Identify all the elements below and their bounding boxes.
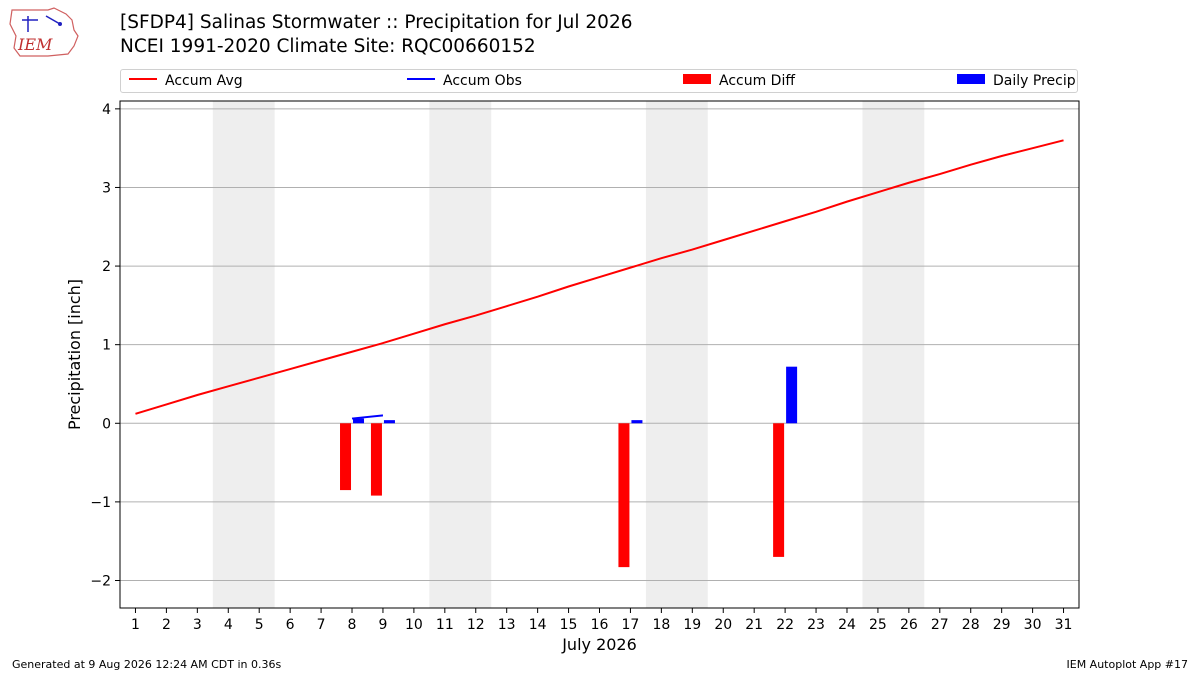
- svg-text:IEM: IEM: [17, 35, 53, 54]
- x-tick-label: 2: [162, 617, 171, 633]
- x-tick-label: 19: [683, 617, 701, 633]
- bar-daily-precip: [786, 366, 798, 424]
- bar-accum-diff: [340, 423, 352, 491]
- legend-label: Accum Diff: [719, 73, 796, 89]
- x-tick-label: 22: [776, 617, 794, 633]
- weekend-shade: [862, 101, 925, 608]
- legend-swatch: [683, 74, 711, 84]
- x-tick-label: 24: [838, 617, 856, 633]
- legend-swatch: [407, 78, 435, 80]
- chart-legend: Accum Avg Accum Obs Accum Diff Daily Precip: [120, 69, 1078, 93]
- x-tick-label: 4: [224, 617, 233, 633]
- bar-daily-precip: [353, 418, 365, 424]
- x-tick-label: 28: [962, 617, 980, 633]
- legend-item-accum-avg: Accum Avg: [129, 73, 243, 89]
- bar-daily-precip: [631, 420, 643, 424]
- x-tick-label: 27: [931, 617, 949, 633]
- x-tick-label: 7: [317, 617, 326, 633]
- legend-item-accum-diff: Accum Diff: [683, 73, 795, 89]
- y-tick-label: 0: [102, 416, 111, 432]
- chart-title: [SFDP4] Salinas Stormwater :: Precipitat…: [120, 12, 633, 33]
- legend-swatch: [129, 78, 157, 80]
- weekend-shade: [645, 101, 708, 608]
- x-tick-label: 14: [529, 617, 547, 633]
- x-tick-label: 13: [498, 617, 516, 633]
- line-accum-avg: [135, 139, 1064, 415]
- x-tick-label: 21: [745, 617, 763, 633]
- x-tick-label: 31: [1055, 617, 1073, 633]
- y-tick-label: 3: [102, 180, 111, 196]
- x-tick-label: 9: [378, 617, 387, 633]
- y-tick-label: 4: [102, 102, 111, 118]
- legend-label: Accum Obs: [443, 73, 522, 89]
- bar-accum-diff: [618, 423, 630, 568]
- legend-swatch: [957, 74, 985, 84]
- x-tick-label: 5: [255, 617, 264, 633]
- app-credit: IEM Autoplot App #17: [1066, 658, 1189, 671]
- legend-label: Daily Precip: [993, 73, 1076, 89]
- y-tick-label: 2: [102, 259, 111, 275]
- iem-logo: IEM: [9, 7, 79, 57]
- x-tick-label: 12: [467, 617, 485, 633]
- bar-accum-diff: [773, 423, 785, 557]
- x-tick-label: 29: [993, 617, 1011, 633]
- generated-timestamp: Generated at 9 Aug 2026 12:24 AM CDT in …: [12, 658, 282, 671]
- x-tick-label: 15: [560, 617, 578, 633]
- y-tick-label: −2: [90, 573, 111, 589]
- x-tick-label: 17: [622, 617, 640, 633]
- x-tick-label: 18: [652, 617, 670, 633]
- x-axis-label: July 2026: [561, 635, 637, 654]
- bar-daily-precip: [383, 420, 395, 424]
- chart-subtitle: NCEI 1991-2020 Climate Site: RQC00660152: [120, 36, 536, 57]
- x-tick-label: 23: [807, 617, 825, 633]
- legend-item-accum-obs: Accum Obs: [407, 73, 522, 89]
- y-tick-label: −1: [90, 495, 111, 511]
- x-tick-label: 3: [193, 617, 202, 633]
- x-tick-label: 16: [591, 617, 609, 633]
- bar-accum-diff: [370, 423, 382, 496]
- x-tick-label: 26: [900, 617, 918, 633]
- legend-label: Accum Avg: [165, 73, 243, 89]
- weekend-shade: [429, 101, 492, 608]
- x-tick-label: 6: [286, 617, 295, 633]
- x-tick-label: 10: [405, 617, 423, 633]
- x-tick-label: 20: [714, 617, 732, 633]
- y-tick-label: 1: [102, 338, 111, 354]
- x-tick-label: 25: [869, 617, 887, 633]
- weekend-shade: [212, 101, 275, 608]
- y-axis-label: Precipitation [inch]: [65, 279, 84, 430]
- x-tick-label: 8: [348, 617, 357, 633]
- x-tick-label: 11: [436, 617, 454, 633]
- legend-item-daily-precip: Daily Precip: [957, 73, 1076, 89]
- line-accum-obs: [351, 414, 384, 420]
- x-tick-label: 30: [1024, 617, 1042, 633]
- x-tick-label: 1: [131, 617, 140, 633]
